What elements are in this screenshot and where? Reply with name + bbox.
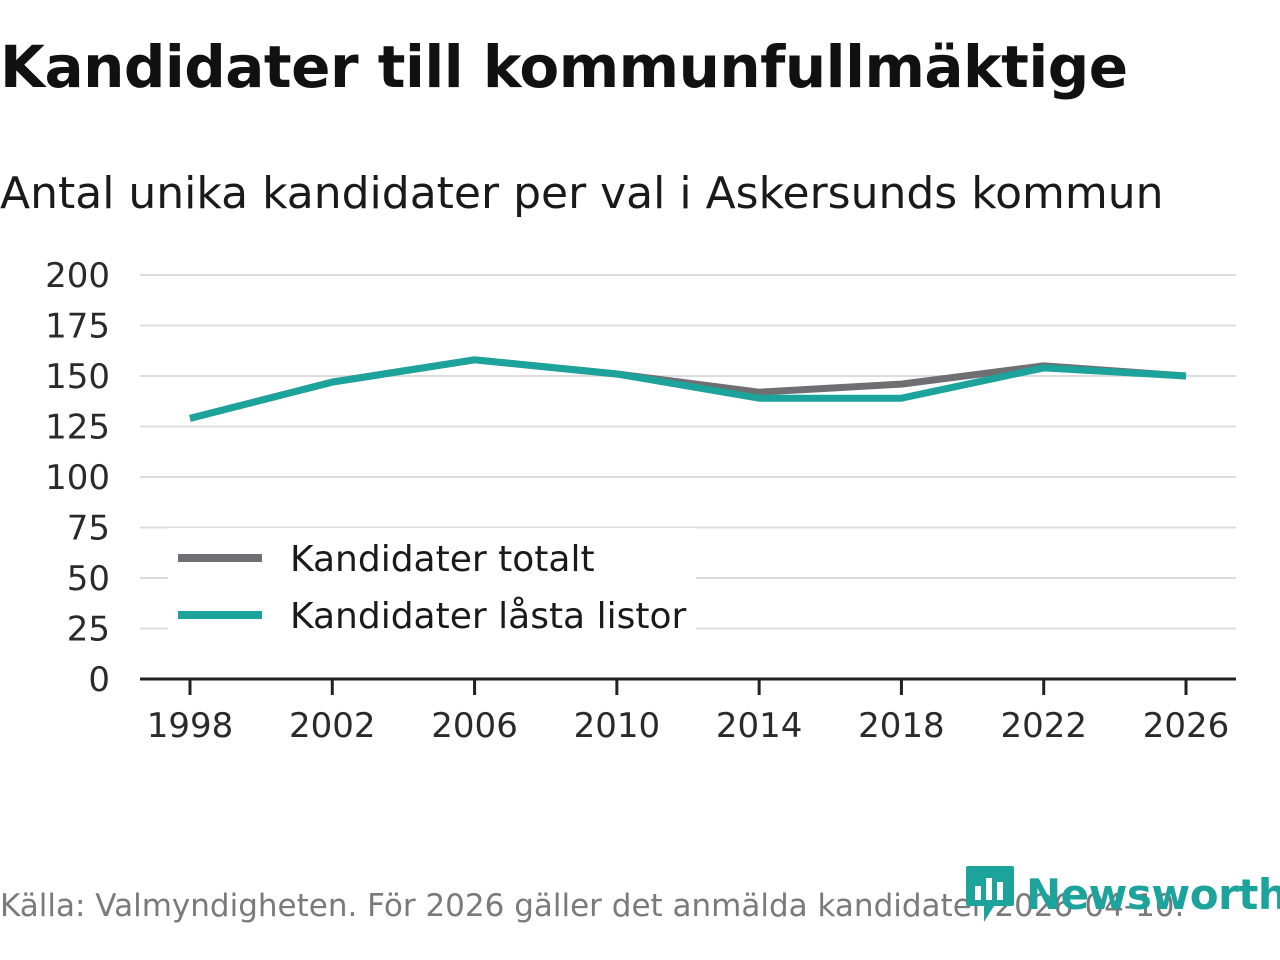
x-tick-label: 2006 xyxy=(431,706,518,746)
y-tick-label: 0 xyxy=(88,660,110,700)
chart-subtitle: Antal unika kandidater per val i Askersu… xyxy=(0,168,1164,219)
x-tick-label: 2018 xyxy=(858,706,945,746)
y-tick-label: 50 xyxy=(67,559,110,599)
y-tick-label: 150 xyxy=(45,357,110,397)
y-tick-label: 175 xyxy=(45,307,110,347)
x-tick-label: 2002 xyxy=(289,706,376,746)
x-tick-label: 1998 xyxy=(147,706,234,746)
x-tick-label: 2014 xyxy=(716,706,803,746)
chart-title: Kandidater till kommunfullmäktige xyxy=(0,33,1128,101)
series-line-1 xyxy=(189,356,1187,422)
y-axis-tick-labels: 0 25 50 75 100 125 150 175 200 xyxy=(45,256,110,700)
y-tick-label: 125 xyxy=(45,408,110,448)
legend-label-0: Kandidater totalt xyxy=(290,539,595,580)
legend-label-1: Kandidater låsta listor xyxy=(290,596,686,637)
brand-logo: Newsworthy xyxy=(964,864,1280,924)
y-tick-label: 200 xyxy=(45,256,110,296)
legend: Kandidater totalt Kandidater låsta listor xyxy=(168,528,696,652)
x-tick-label: 2026 xyxy=(1143,706,1230,746)
x-tick-label: 2010 xyxy=(574,706,661,746)
newsworthy-logo-icon xyxy=(966,866,1014,922)
x-tick-label: 2022 xyxy=(1000,706,1087,746)
gridlines xyxy=(140,274,1236,681)
x-axis-tick-labels: 1998 2002 2006 2010 2014 2018 2022 2026 xyxy=(147,679,1230,746)
y-tick-label: 75 xyxy=(67,509,110,549)
series-lines xyxy=(189,356,1187,422)
y-tick-label: 100 xyxy=(45,458,110,498)
brand-name: Newsworthy xyxy=(1026,869,1280,919)
legend-background xyxy=(168,528,696,652)
y-tick-label: 25 xyxy=(67,610,110,650)
